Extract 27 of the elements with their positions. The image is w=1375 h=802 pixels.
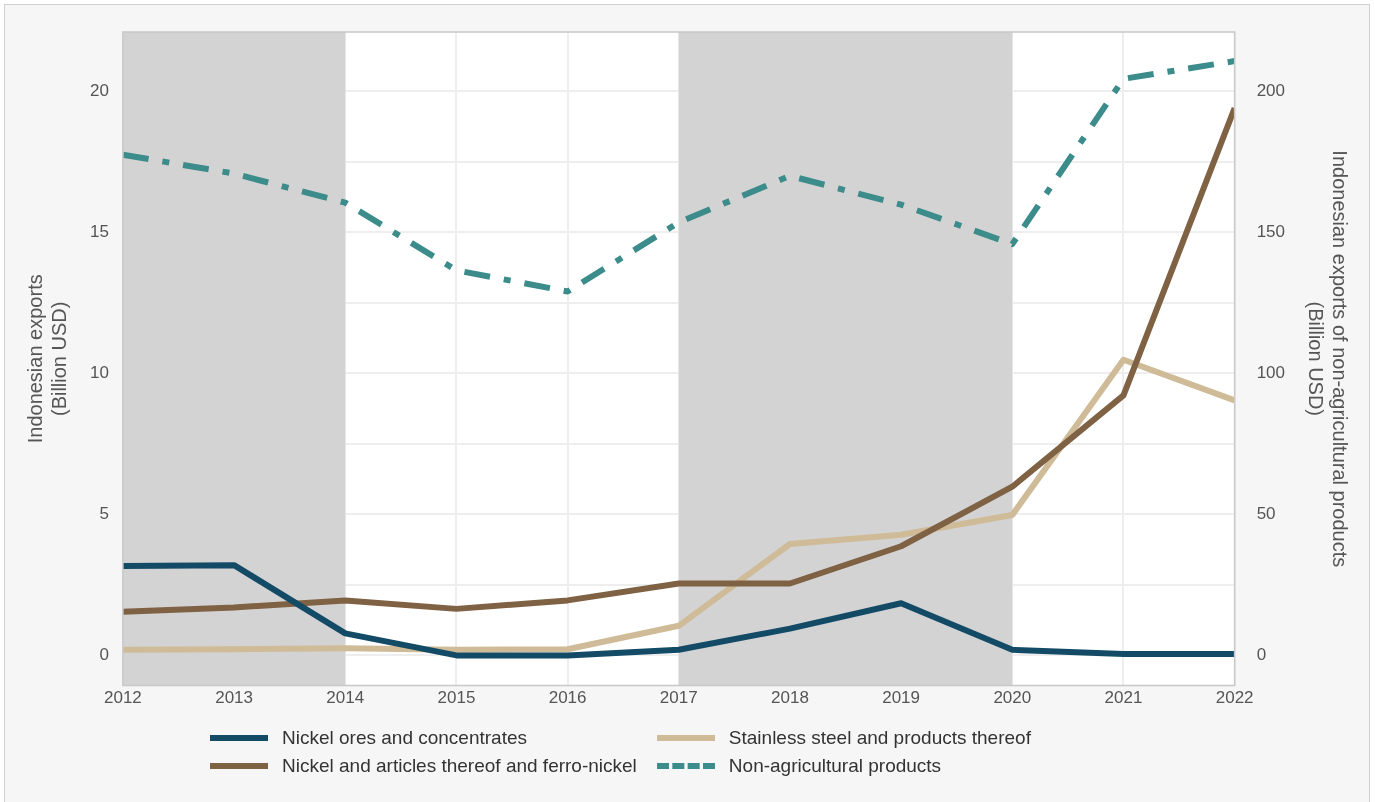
x-tick-label: 2012: [104, 688, 142, 708]
y2-tick-label: 150: [1256, 221, 1286, 241]
y2-tick-label: 50: [1256, 504, 1276, 524]
legend-label: Stainless steel and products thereof: [728, 727, 1031, 749]
y-tick-label: 0: [99, 645, 109, 665]
y-tick-label: 15: [89, 221, 109, 241]
y2-tick-label: 0: [1256, 645, 1267, 665]
x-tick-label: 2019: [882, 688, 921, 708]
y-axis-title: Indonesian exports (Billion USD): [23, 274, 70, 444]
y-tick-label: 20: [89, 80, 109, 100]
y-tick-label: 10: [89, 363, 109, 383]
x-tick-label: 2013: [215, 688, 253, 708]
x-tick-label: 2020: [993, 688, 1032, 708]
x-tick-label: 2018: [771, 688, 809, 708]
x-tick-label: 2015: [437, 688, 476, 708]
x-tick-label: 2016: [548, 688, 587, 708]
y2-tick-label: 200: [1256, 80, 1286, 100]
x-tick-label: 2022: [1215, 688, 1254, 708]
x-tick-label: 2014: [326, 688, 365, 708]
y-tick-label: 5: [99, 504, 109, 524]
legend-label: Nickel and articles thereof and ferro-nickel: [282, 755, 637, 777]
x-tick-label: 2017: [659, 688, 698, 708]
legend-label: Non-agricultural products: [728, 755, 942, 777]
y2-tick-label: 100: [1256, 363, 1286, 383]
y2-axis-title: Indonesian exports of non-agricultural products (Billion USD): [1305, 150, 1352, 568]
legend-label: Nickel ores and concentrates: [282, 727, 528, 749]
x-tick-label: 2021: [1104, 688, 1143, 708]
